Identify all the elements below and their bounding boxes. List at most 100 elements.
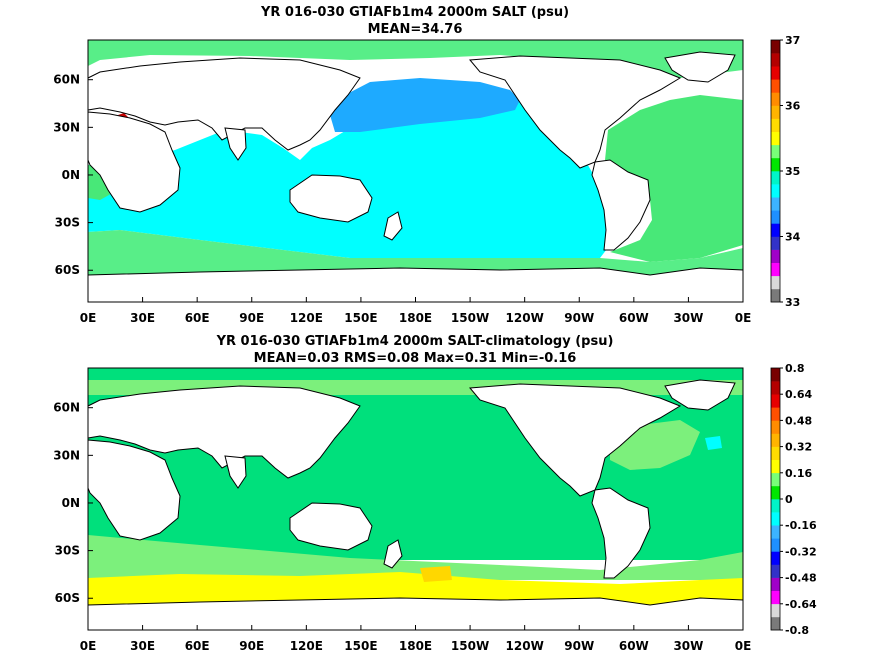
colorbar-label: -0.8 — [785, 624, 809, 637]
panel-salinity: YR 016-030 GTIAFb1m4 2000m SALT (psu) ME… — [53, 5, 800, 325]
colorbar-label: -0.48 — [785, 572, 817, 585]
colorbar-swatch — [771, 459, 780, 474]
colorbar-swatch — [771, 512, 780, 526]
panel1-x-axis: 0E 30E 60E 90E 120E 150E 180E 150W 120W 90W 60W 30W… — [80, 297, 752, 325]
panel2-colorbar: 0.8 0.64 0.48 0.32 0.16 0 -0.16 -0.32 -0.48 -0.64… — [770, 362, 817, 637]
panel1-ocean-atlantic — [605, 95, 743, 262]
panel2-land-india — [224, 455, 247, 489]
panel2-yellow-band — [88, 572, 743, 605]
colorbar-swatch — [771, 197, 780, 211]
x-tick-label: 60W — [619, 311, 649, 325]
colorbar-swatch — [771, 105, 780, 119]
panel1-ocean-north-pacific — [330, 78, 520, 132]
panel2-subtitle: MEAN=0.03 RMS=0.08 Max=0.31 Min=-0.16 — [254, 351, 577, 366]
panel2-blue-patch — [705, 436, 722, 450]
panel1-land-new-zealand — [383, 211, 403, 241]
x-tick-label: 180E — [399, 639, 432, 653]
colorbar-label: 0.32 — [785, 441, 812, 454]
panel1-southern-ocean — [88, 230, 743, 275]
colorbar-swatch — [771, 223, 780, 237]
colorbar-label: -0.64 — [785, 598, 817, 611]
panel2-land-australia — [289, 502, 373, 551]
colorbar-label: 0.8 — [785, 362, 805, 375]
colorbar-label: 0.64 — [785, 388, 812, 401]
x-tick-label: 90W — [564, 311, 594, 325]
colorbar-swatch — [771, 394, 780, 408]
x-tick-label: 90W — [564, 639, 594, 653]
x-tick-label: 30W — [673, 639, 703, 653]
colorbar-label: -0.32 — [785, 545, 817, 558]
panel1-title: YR 016-030 GTIAFb1m4 2000m SALT (psu) — [260, 5, 569, 20]
panel1-y-axis: 60N 30N 0N 30S 60S — [53, 73, 93, 277]
colorbar-swatch — [771, 433, 780, 447]
colorbar-swatch — [771, 262, 780, 277]
colorbar-label: -0.16 — [785, 519, 817, 532]
colorbar-label: 35 — [785, 165, 800, 178]
x-tick-label: 120W — [506, 639, 544, 653]
x-tick-label: 0E — [735, 639, 752, 653]
x-tick-label: 0E — [735, 311, 752, 325]
panel2-title: YR 016-030 GTIAFb1m4 2000m SALT-climatol… — [216, 334, 614, 349]
panel1-colorbar: 37 36 35 34 33 — [770, 34, 801, 309]
colorbar-swatch — [771, 407, 780, 421]
panel1-land-greenland — [664, 51, 736, 83]
panel1-land-india — [224, 127, 247, 161]
panel2-light-green-band — [88, 535, 743, 580]
y-tick-label: 60S — [55, 591, 80, 605]
colorbar-swatch — [771, 577, 780, 591]
x-tick-label: 120W — [506, 311, 544, 325]
colorbar-swatch — [771, 79, 780, 93]
panel2-x-axis: 0E 30E 60E 90E 120E 150E 180E 150W 120W 90W 60W 30W… — [80, 625, 752, 653]
panel2-land-south-america — [591, 487, 651, 579]
panel1-ocean-main — [88, 88, 610, 258]
colorbar-swatch — [771, 236, 780, 250]
x-tick-label: 150W — [451, 311, 489, 325]
panel2-land-new-zealand — [383, 539, 403, 569]
colorbar-swatch — [771, 249, 780, 263]
colorbar-swatch — [771, 210, 780, 224]
panel1-land-eurasia — [87, 57, 361, 151]
colorbar-swatch — [771, 40, 780, 54]
x-tick-label: 60E — [185, 311, 210, 325]
panel1-land-north-america — [468, 55, 682, 169]
colorbar-swatch — [771, 564, 780, 578]
colorbar-swatch — [771, 616, 780, 631]
panel2-orange-patch — [420, 566, 452, 582]
panel1-land-australia — [289, 174, 373, 223]
x-tick-label: 60W — [619, 639, 649, 653]
x-tick-label: 150E — [344, 311, 377, 325]
colorbar-swatch — [771, 368, 780, 382]
colorbar-swatch — [771, 525, 780, 539]
y-tick-label: 0N — [62, 168, 80, 182]
colorbar-swatch — [771, 92, 780, 106]
x-tick-label: 120E — [290, 639, 323, 653]
panel2-land-greenland — [664, 379, 736, 411]
colorbar-label: 34 — [785, 231, 801, 244]
panel2-map — [87, 367, 744, 631]
colorbar-swatch — [771, 171, 780, 185]
panel1-land — [87, 51, 744, 303]
x-tick-label: 30E — [130, 311, 155, 325]
colorbar-swatch — [771, 485, 780, 500]
y-tick-label: 30N — [53, 120, 80, 134]
panel1-land-africa — [87, 111, 181, 213]
colorbar-label: 33 — [785, 296, 800, 309]
x-tick-label: 180E — [399, 311, 432, 325]
colorbar-swatch — [771, 184, 780, 198]
y-tick-label: 30S — [55, 216, 80, 230]
y-tick-label: 30N — [53, 448, 80, 462]
colorbar-swatch — [771, 157, 780, 172]
panel1-arctic-ocean — [88, 40, 743, 78]
colorbar-swatch — [771, 288, 780, 303]
colorbar-swatch — [771, 118, 780, 132]
x-tick-label: 30W — [673, 311, 703, 325]
y-tick-label: 60N — [53, 73, 80, 87]
panel1-map — [87, 39, 744, 303]
colorbar-swatch — [771, 551, 780, 565]
y-tick-label: 60S — [55, 263, 80, 277]
colorbar-swatch — [771, 538, 780, 552]
colorbar-label: 37 — [785, 34, 800, 47]
colorbar-label: 36 — [785, 100, 801, 113]
colorbar-swatch — [771, 420, 780, 434]
